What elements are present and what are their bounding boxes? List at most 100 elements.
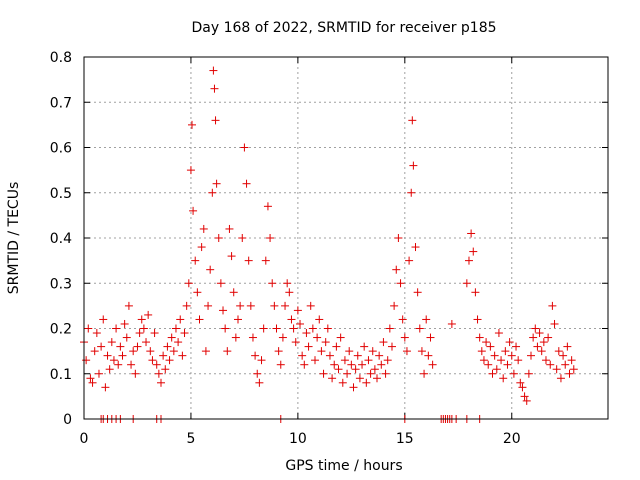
data-point [505,338,514,347]
data-point [364,356,373,365]
data-point [366,369,375,378]
data-point [238,234,247,242]
data-point [373,374,382,383]
data-point [520,392,529,401]
data-point [447,319,456,328]
data-point [539,338,548,347]
data-point [501,347,510,356]
data-point [148,356,157,365]
data-point [325,351,334,360]
data-point [332,342,341,351]
data-point [559,351,568,360]
data-point [569,365,578,374]
data-point [201,347,210,356]
data-point [556,374,565,383]
data-point [499,374,508,383]
data-point [561,360,570,369]
data-point [276,360,285,369]
data-point [150,329,159,338]
y-tick-label: 0.6 [50,141,72,157]
data-point [533,342,542,351]
data-point [210,84,219,93]
data-point [415,324,424,333]
data-point [345,347,354,356]
data-point [535,329,544,338]
data-point [112,324,121,333]
data-point [488,369,497,378]
data-point [253,369,262,378]
x-tick-label: 0 [80,431,89,447]
data-point [413,288,422,297]
data-point [152,360,161,369]
data-point [131,369,140,378]
data-point [214,234,223,242]
data-point [199,224,208,233]
data-point [315,315,324,324]
data-point [544,333,553,342]
data-point [146,347,155,356]
data-point [490,351,499,360]
y-tick-label: 0.5 [50,186,72,202]
data-point [293,306,302,315]
data-point [107,338,116,347]
data-point [257,356,266,365]
data-point [135,329,144,338]
data-point [323,324,332,333]
data-point [169,347,178,356]
data-point [167,333,176,342]
data-point [514,356,523,365]
data-points [80,66,578,423]
data-point [507,351,516,360]
data-point [409,161,418,170]
data-point [351,365,360,374]
data-point [127,360,136,369]
data-point [129,347,138,356]
data-point [527,351,536,360]
data-point [270,301,279,310]
data-point [209,66,218,75]
y-tick-label: 0.3 [50,276,72,292]
data-point [109,356,118,365]
data-point [343,369,352,378]
data-point [296,319,305,328]
data-point [246,301,255,310]
data-point [133,342,142,351]
data-point [188,120,197,129]
data-point [405,256,414,265]
data-point [529,333,538,342]
data-point [259,324,268,333]
data-point [142,338,151,347]
data-point [182,301,191,310]
data-point [362,378,371,387]
data-point [353,351,362,360]
data-point [387,342,396,351]
data-point [358,360,367,369]
data-point [165,356,174,365]
data-point [565,369,574,378]
data-point [283,279,292,288]
data-point [497,356,506,365]
data-point [383,356,392,365]
data-point [178,351,187,360]
data-point [522,396,531,405]
data-point [321,338,330,347]
x-tick-label: 15 [396,431,414,447]
data-point [97,342,106,351]
data-point [154,369,163,378]
y-axis-title: SRMTID / TECUs [6,182,22,295]
data-point [159,351,168,360]
data-point [287,315,296,324]
data-point [396,279,405,288]
data-point [281,301,290,310]
data-point [475,333,484,342]
data-point [471,288,480,297]
data-point [340,356,349,365]
data-point [484,360,493,369]
data-point [300,360,309,369]
data-point [518,383,527,392]
data-point [482,338,491,347]
data-point [184,279,193,288]
y-tick-label: 0.7 [50,95,72,111]
data-point [114,360,123,369]
y-tick-label: 0.8 [50,50,72,66]
